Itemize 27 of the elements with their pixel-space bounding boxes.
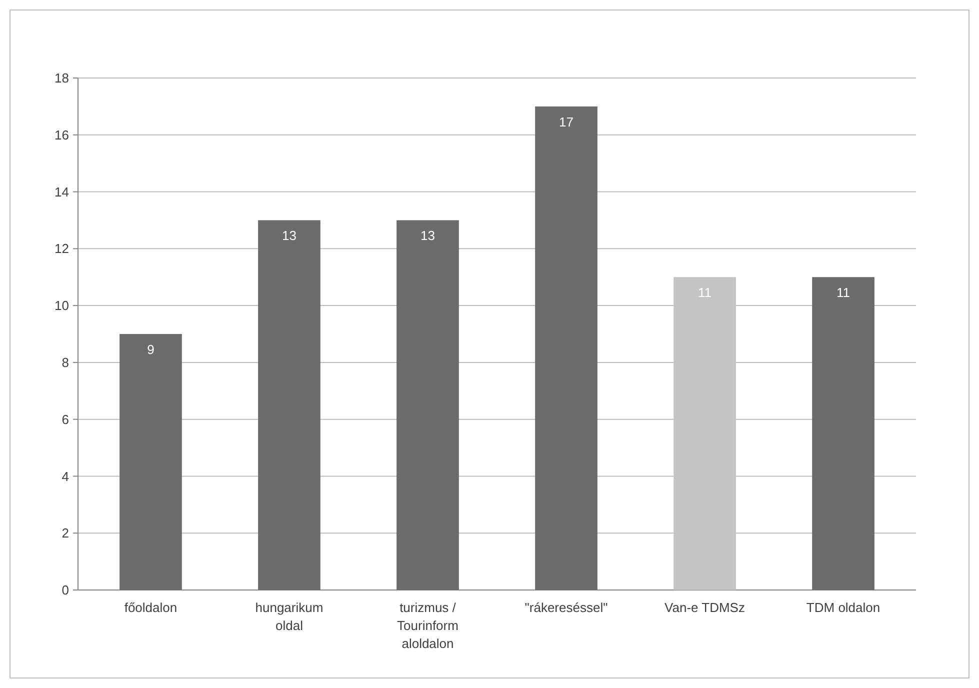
data-label: 13 <box>282 228 296 244</box>
x-tick-label: Van-e TDMSz <box>664 600 745 615</box>
x-tick-label: turizmus / Tourinform aloldalon <box>397 600 458 651</box>
y-tick-label: 8 <box>62 354 69 370</box>
y-tick-label: 0 <box>62 582 69 598</box>
data-label: 17 <box>559 114 574 130</box>
data-label: 9 <box>147 342 154 357</box>
bar <box>812 277 874 590</box>
y-tick-label: 14 <box>54 184 69 200</box>
y-tick-label: 16 <box>54 127 69 142</box>
x-tick-label: "rákereséssel" <box>524 600 608 615</box>
bar <box>120 334 182 590</box>
bar <box>396 220 459 590</box>
data-label: 13 <box>420 228 435 244</box>
y-tick-label: 6 <box>62 412 69 427</box>
x-tick-label: hungarikum oldal <box>255 600 324 633</box>
x-tick-label: főoldalon <box>124 600 178 615</box>
x-tick-label: TDM oldalon <box>806 600 880 615</box>
y-tick-label: 2 <box>62 526 69 541</box>
data-label: 11 <box>698 285 712 300</box>
y-tick-label: 12 <box>54 241 69 256</box>
y-tick-label: 18 <box>54 70 69 86</box>
bar <box>535 106 598 590</box>
bar <box>258 220 320 590</box>
data-label: 11 <box>836 285 850 300</box>
y-tick-label: 10 <box>54 298 69 314</box>
y-tick-label: 4 <box>62 468 69 484</box>
